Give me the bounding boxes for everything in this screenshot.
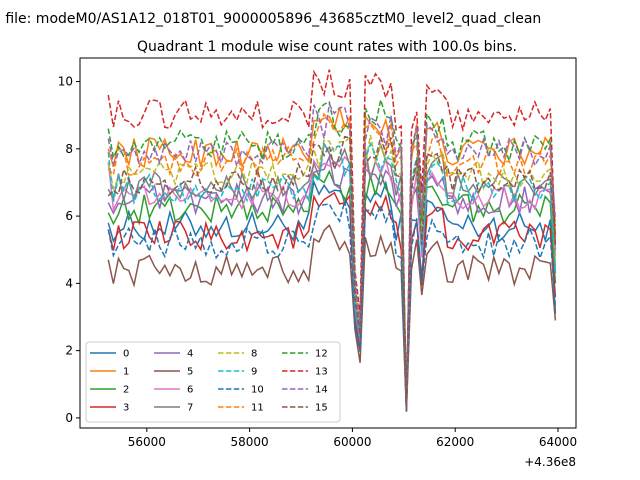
legend-label-15: 15 xyxy=(315,403,328,414)
legend-frame xyxy=(85,341,341,423)
series-line-3 xyxy=(107,191,557,412)
x-tick-label: 60000 xyxy=(333,435,371,449)
x-axis: 56000 58000 60000 62000 64000 xyxy=(128,428,577,449)
axes-frame xyxy=(79,57,577,429)
legend-label-6: 6 xyxy=(187,385,193,396)
y-tick-label: 0 xyxy=(65,411,73,425)
legend-label-3: 3 xyxy=(123,403,129,414)
series-line-9 xyxy=(107,141,557,409)
series-line-14 xyxy=(107,102,557,407)
series-line-15 xyxy=(107,134,557,409)
legend-label-8: 8 xyxy=(251,349,257,360)
x-offset-label: +4.36e8 xyxy=(524,455,576,469)
y-tick-label: 10 xyxy=(58,75,73,89)
legend-label-11: 11 xyxy=(251,403,264,414)
legend-label-10: 10 xyxy=(251,385,264,396)
legend-label-2: 2 xyxy=(123,385,129,396)
legend-label-12: 12 xyxy=(315,349,328,360)
x-tick-label: 56000 xyxy=(128,435,166,449)
legend-label-4: 4 xyxy=(187,349,193,360)
chart-title: Quadrant 1 module wise count rates with … xyxy=(137,39,517,55)
series-line-11 xyxy=(107,112,557,408)
series-layer xyxy=(107,69,557,412)
y-axis: 0 2 4 6 8 10 xyxy=(58,75,80,425)
y-tick-label: 8 xyxy=(65,142,73,156)
series-line-12 xyxy=(107,96,557,408)
y-tick-label: 2 xyxy=(65,344,73,358)
legend-label-13: 13 xyxy=(315,367,328,378)
y-tick-label: 4 xyxy=(65,276,73,290)
plot-area xyxy=(79,57,577,429)
legend-label-1: 1 xyxy=(123,367,129,378)
legend-label-9: 9 xyxy=(251,367,257,378)
legend-label-0: 0 xyxy=(123,349,129,360)
series-line-13 xyxy=(107,69,557,407)
x-tick-label: 62000 xyxy=(436,435,474,449)
series-line-1 xyxy=(107,107,557,408)
x-tick-label: 64000 xyxy=(539,435,577,449)
x-tick-label: 58000 xyxy=(231,435,269,449)
y-tick-label: 6 xyxy=(65,209,73,223)
series-line-6 xyxy=(107,155,557,410)
legend-label-7: 7 xyxy=(187,403,193,414)
figure-suptitle: n file: modeM0/AS1A12_018T01_9000005896_… xyxy=(0,11,541,27)
legend-label-14: 14 xyxy=(315,385,328,396)
series-line-10 xyxy=(107,200,557,411)
legend-label-5: 5 xyxy=(187,367,193,378)
series-line-5 xyxy=(107,224,557,412)
